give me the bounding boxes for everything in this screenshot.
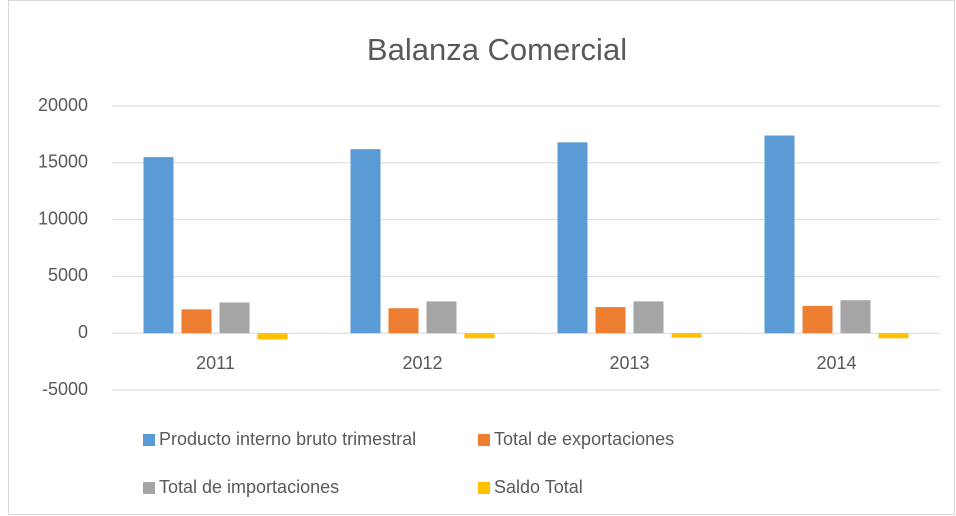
legend-swatch xyxy=(478,482,490,494)
x-tick-label: 2013 xyxy=(609,353,649,373)
y-tick-label: 5000 xyxy=(48,265,88,285)
x-tick-label: 2011 xyxy=(196,353,235,373)
y-tick-label: 20000 xyxy=(38,95,88,115)
legend-label: Producto interno bruto trimestral xyxy=(159,429,416,449)
x-tick-label: 2012 xyxy=(402,353,442,373)
bar xyxy=(181,309,212,334)
bar xyxy=(671,333,702,338)
bar xyxy=(878,333,909,339)
chart-title: Balanza Comercial xyxy=(367,32,627,67)
legend-label: Total de importaciones xyxy=(159,477,339,497)
legend-label: Saldo Total xyxy=(494,477,583,497)
bar xyxy=(633,301,664,334)
bar xyxy=(840,300,871,334)
bar xyxy=(464,333,495,339)
bar xyxy=(802,305,833,334)
y-tick-label: 0 xyxy=(78,322,88,342)
y-tick-label: 15000 xyxy=(38,152,88,172)
bar xyxy=(350,149,381,334)
bar xyxy=(143,157,174,334)
bar xyxy=(595,307,626,334)
bar xyxy=(257,333,288,340)
bar xyxy=(219,302,250,334)
y-tick-label: -5000 xyxy=(42,379,88,399)
bar xyxy=(426,301,457,334)
y-tick-label: 10000 xyxy=(38,208,88,228)
bar xyxy=(388,308,419,334)
legend-label: Total de exportaciones xyxy=(494,429,674,449)
legend-swatch xyxy=(478,434,490,446)
bar xyxy=(764,135,795,334)
legend-swatch xyxy=(143,434,155,446)
legend-swatch xyxy=(143,482,155,494)
bar xyxy=(557,142,588,334)
x-tick-label: 2014 xyxy=(816,353,856,373)
